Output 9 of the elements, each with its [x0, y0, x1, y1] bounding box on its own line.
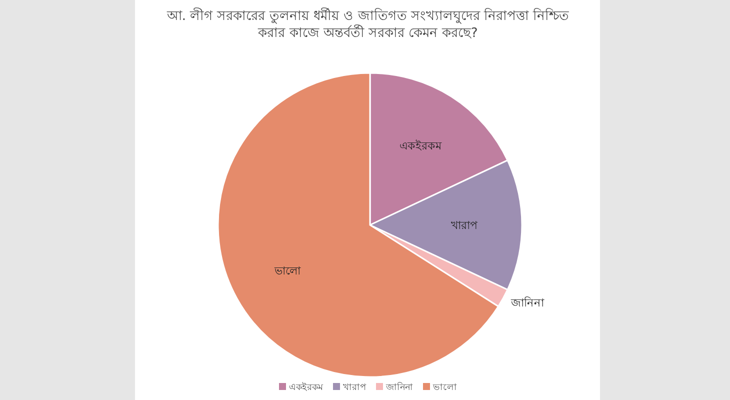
slice-label: খারাপ [451, 219, 478, 232]
legend-label: একইরকম [289, 382, 324, 393]
chart-title: আ. লীগ সরকারের তুলনায় ধর্মীয় ও জাতিগত সংখ্যালঘুদের নিরাপত্তা নিশ্চিত করার কাজে অন্তর্বর্তী সরকার কেমন করছে? [166, 8, 570, 41]
legend-label: খারাপ [343, 383, 367, 393]
slice-label: একইরকম [399, 139, 442, 152]
legend-label: জানিনা [385, 382, 413, 393]
slice-label: ভালো [273, 264, 302, 278]
legend-label: ভালো [432, 383, 457, 393]
slice-label: জানিনা [510, 296, 546, 310]
